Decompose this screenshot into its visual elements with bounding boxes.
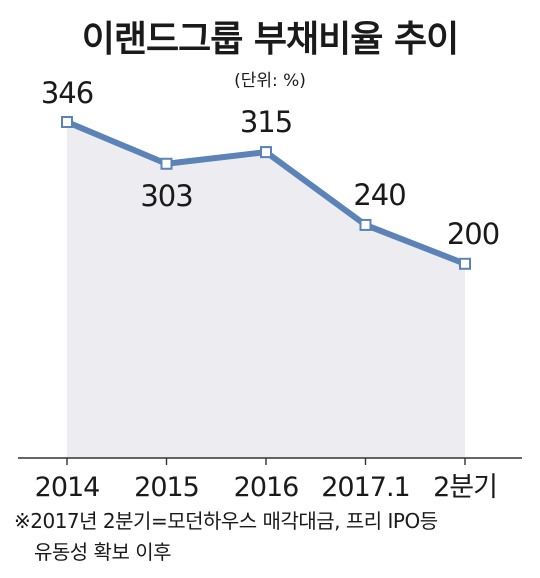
data-point xyxy=(61,116,73,128)
data-label: 315 xyxy=(240,105,292,139)
unit-label: (단위: %) xyxy=(234,71,306,91)
data-label: 303 xyxy=(140,179,192,213)
data-label: 346 xyxy=(41,76,93,110)
data-point xyxy=(160,157,173,170)
x-tick-label: 2016 xyxy=(234,472,299,503)
data-point xyxy=(359,218,372,231)
x-tick-label: 2분기 xyxy=(433,472,497,503)
data-point xyxy=(260,146,272,159)
footnote: ※2017년 2분기=모던하우스 매각대금, 프리 IPO등 유동성 확보 이후 xyxy=(14,506,534,568)
data-label: 240 xyxy=(353,178,405,212)
data-label: 200 xyxy=(447,217,499,251)
plot-area: 346 2014 303 2015 315 2016 240 2017.1 200 2분기 xyxy=(18,76,522,503)
x-tick-label: 2014 xyxy=(35,472,100,503)
area-fill xyxy=(67,122,465,458)
footnote-line-2: 유동성 확보 이후 xyxy=(34,540,172,564)
chart-title: 이랜드그룹 부채비율 추이 xyxy=(81,19,459,60)
data-point xyxy=(459,257,471,270)
footnote-line-1: ※2017년 2분기=모던하우스 매각대금, 프리 IPO등 xyxy=(14,509,438,533)
x-tick-label: 2015 xyxy=(134,472,199,503)
x-tick-label: 2017.1 xyxy=(321,472,409,503)
